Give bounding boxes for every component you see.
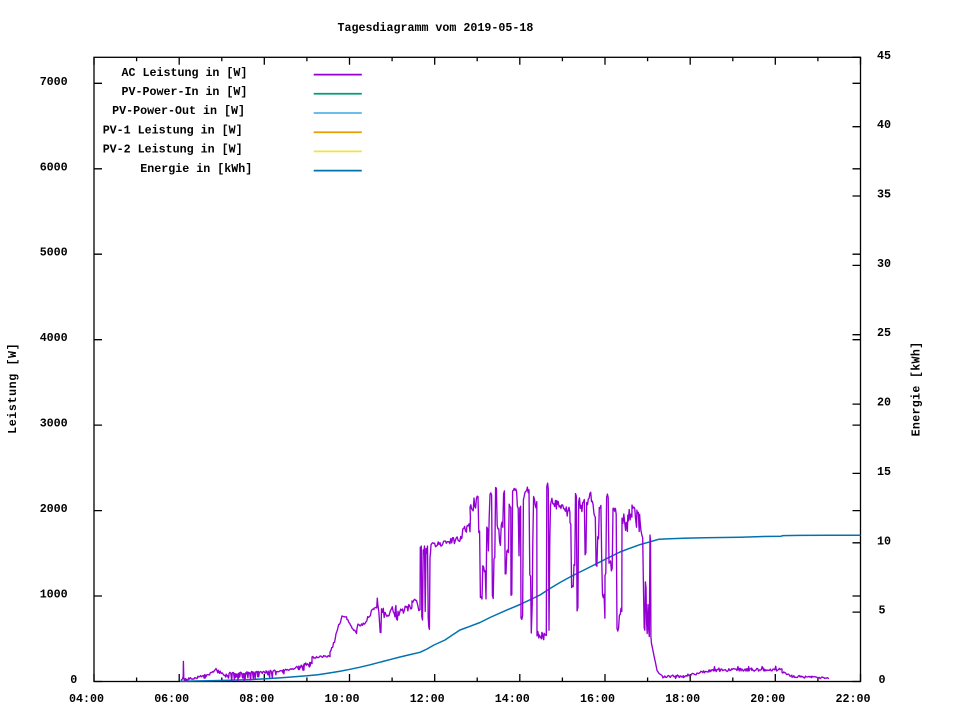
svg-text:Leistung [W]: Leistung [W] [6, 343, 20, 434]
svg-text:10:00: 10:00 [325, 692, 360, 706]
svg-text:04:00: 04:00 [69, 692, 104, 706]
svg-text:PV-1 Leistung in [W]: PV-1 Leistung in [W] [103, 123, 243, 137]
svg-text:Tagesdiagramm vom 2019-05-18: Tagesdiagramm vom 2019-05-18 [338, 21, 534, 35]
svg-text:0: 0 [70, 673, 77, 687]
svg-text:AC Leistung in [W]: AC Leistung in [W] [122, 66, 248, 80]
svg-text:12:00: 12:00 [410, 692, 445, 706]
svg-text:1000: 1000 [40, 588, 68, 602]
svg-text:5000: 5000 [40, 246, 68, 260]
svg-text:7000: 7000 [40, 75, 68, 89]
svg-text:06:00: 06:00 [154, 692, 189, 706]
svg-text:08:00: 08:00 [239, 692, 274, 706]
svg-text:PV-Power-In in [W]: PV-Power-In in [W] [122, 85, 248, 99]
svg-text:20:00: 20:00 [750, 692, 785, 706]
svg-text:3000: 3000 [40, 417, 68, 431]
svg-text:6000: 6000 [40, 160, 68, 174]
svg-text:22:00: 22:00 [836, 692, 871, 706]
svg-text:30: 30 [877, 257, 891, 271]
svg-text:0: 0 [879, 673, 886, 687]
svg-text:10: 10 [877, 534, 891, 548]
svg-text:35: 35 [877, 188, 891, 202]
svg-text:Energie [kWh]: Energie [kWh] [909, 342, 923, 437]
svg-text:4000: 4000 [40, 331, 68, 345]
svg-text:14:00: 14:00 [495, 692, 530, 706]
svg-text:45: 45 [877, 49, 891, 63]
svg-text:PV-2 Leistung in [W]: PV-2 Leistung in [W] [103, 143, 243, 157]
svg-text:25: 25 [877, 326, 891, 340]
svg-text:2000: 2000 [40, 502, 68, 516]
svg-text:18:00: 18:00 [665, 692, 700, 706]
svg-text:15: 15 [877, 465, 891, 479]
svg-text:Energie in [kWh]: Energie in [kWh] [140, 162, 252, 176]
svg-text:16:00: 16:00 [580, 692, 615, 706]
svg-text:PV-Power-Out in [W]: PV-Power-Out in [W] [112, 104, 245, 118]
svg-text:20: 20 [877, 396, 891, 410]
svg-text:5: 5 [879, 604, 886, 618]
svg-text:40: 40 [877, 118, 891, 132]
